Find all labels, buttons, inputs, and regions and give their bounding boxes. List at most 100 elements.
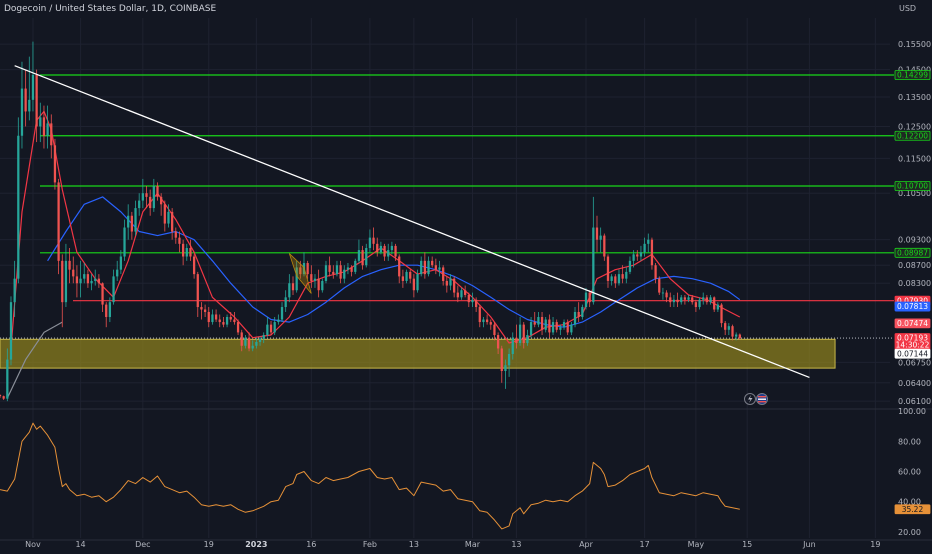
time-tick-label: 2023	[245, 540, 267, 549]
candle-body	[405, 271, 408, 281]
candle-body	[255, 341, 258, 346]
candle-body	[35, 74, 38, 127]
candle-body	[79, 278, 82, 284]
lightning-icon-circle	[744, 393, 756, 405]
candle-body	[478, 307, 481, 323]
candle-body	[573, 311, 577, 325]
candle-body	[163, 204, 166, 224]
candle-body	[343, 269, 346, 279]
price-tick-label: 0.11500	[898, 154, 931, 163]
candle-body	[152, 185, 155, 209]
candle-body	[361, 250, 364, 266]
flag-pattern	[288, 253, 312, 294]
candle-body	[116, 269, 119, 277]
time-tick-label: 17	[640, 540, 650, 549]
candle-body	[460, 290, 463, 298]
candle-body	[284, 297, 287, 308]
candle-body	[628, 260, 632, 272]
candle-body	[680, 297, 683, 303]
candle-body	[192, 256, 196, 275]
candle-body	[639, 252, 643, 257]
candle-body	[401, 276, 405, 281]
candle-body	[86, 274, 90, 284]
candle-body	[551, 322, 555, 333]
candle-body	[72, 269, 75, 277]
candle-body	[412, 278, 416, 291]
candle-body	[599, 235, 602, 240]
candle-body	[570, 324, 573, 333]
candle-body	[9, 302, 13, 360]
tag-layer: 0.14299 0.12200 0.10700 0.08987 0.079300.078…	[894, 70, 931, 515]
candle-body	[716, 304, 719, 310]
zone-layer	[0, 74, 894, 369]
candle-body	[606, 256, 610, 281]
candle-body	[489, 322, 492, 325]
flag-icon-button[interactable]	[756, 393, 768, 405]
candle-body	[280, 307, 284, 320]
lightning-icon	[748, 395, 753, 403]
green-level-tag-bg	[894, 70, 931, 80]
candle-body	[317, 278, 320, 291]
candle-body	[42, 117, 46, 136]
candle-body	[350, 267, 353, 272]
candle-body	[138, 200, 141, 209]
time-tick-label: 14	[75, 540, 85, 549]
candle-body	[31, 74, 35, 100]
ma-base-line	[6, 321, 63, 399]
candle-body	[64, 260, 68, 303]
green-level-tag: 0.10700	[897, 182, 928, 191]
candle-body	[482, 319, 485, 323]
candle-body	[643, 243, 646, 253]
candle-layer	[0, 41, 741, 402]
rsi-tick-label: 80.00	[898, 437, 921, 446]
candle-body	[321, 280, 324, 291]
candle-body	[365, 248, 368, 266]
candle-body	[68, 260, 71, 270]
time-tick-label: 15	[742, 540, 752, 549]
candle-body	[134, 208, 137, 232]
candle-body	[75, 276, 79, 284]
candle-body	[247, 337, 251, 349]
candle-body	[50, 123, 53, 146]
candle-body	[617, 274, 621, 284]
rsi-value-tag: 35.22	[902, 505, 924, 514]
candle-body	[185, 248, 188, 257]
candle-body	[46, 123, 49, 136]
candle-body	[251, 345, 254, 349]
candle-body	[112, 276, 115, 303]
candle-body	[13, 278, 16, 303]
candle-body	[295, 267, 298, 291]
candle-body	[529, 322, 533, 336]
candle-body	[269, 324, 273, 333]
candle-body	[17, 135, 20, 279]
candle-body	[632, 254, 635, 261]
grid-layer	[0, 18, 932, 541]
candle-body	[379, 245, 383, 253]
candle-body	[621, 274, 624, 279]
time-tick-label: 13	[511, 540, 521, 549]
candle-body	[383, 245, 386, 257]
rsi-tick-label: 20.00	[898, 528, 921, 537]
candle-body	[453, 278, 456, 293]
us-flag-icon-stripe-3	[758, 401, 766, 403]
candle-body	[504, 365, 507, 372]
candle-body	[687, 297, 690, 300]
candle-body	[709, 297, 712, 303]
candle-body	[189, 248, 192, 257]
candle-body	[57, 182, 60, 261]
candle-body	[97, 278, 101, 284]
candle-body	[236, 322, 240, 333]
candle-body	[727, 326, 730, 330]
candle-body	[53, 145, 57, 183]
candle-body	[456, 292, 459, 298]
candle-body	[592, 227, 595, 303]
candle-body	[409, 271, 412, 279]
price-tick-label: 0.08700	[898, 261, 931, 270]
candle-body	[203, 309, 207, 312]
candle-body	[229, 316, 232, 320]
time-tick-label: 19	[204, 540, 214, 549]
candle-body	[735, 334, 738, 337]
ma-fast-value-tag: 0.07474	[897, 319, 928, 328]
replay-button[interactable]	[744, 393, 756, 405]
